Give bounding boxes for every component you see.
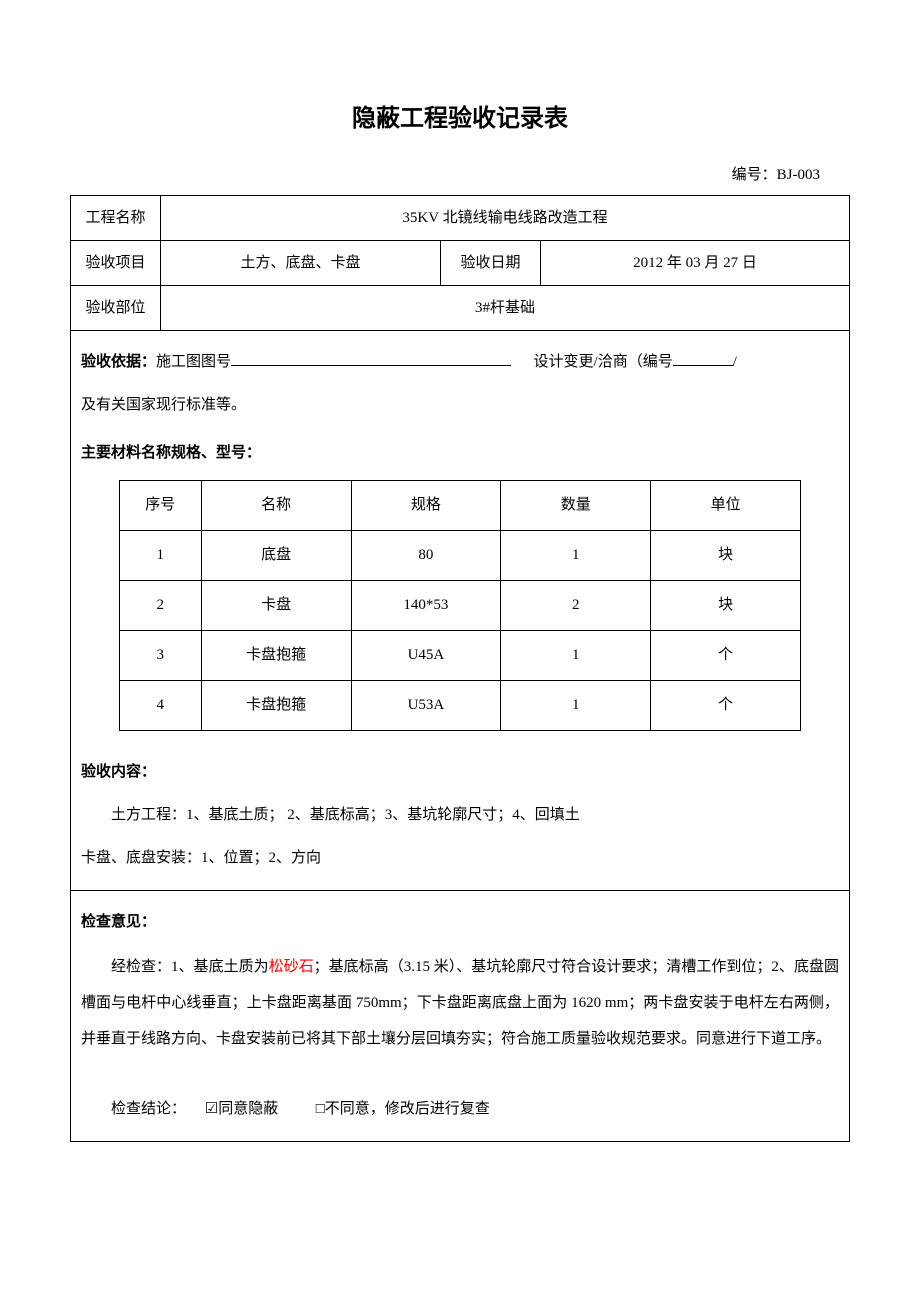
document-number-row: 编号：BJ-003 [70,163,850,187]
cell-seq: 2 [119,581,201,631]
col-seq: 序号 [119,481,201,531]
cell-seq: 1 [119,531,201,581]
col-unit: 单位 [651,481,801,531]
row-opinion: 检查意见： 经检查：1、基底土质为松砂石；基底标高（3.15 米）、基坑轮廓尺寸… [71,891,850,1142]
materials-header-row: 序号 名称 规格 数量 单位 [119,481,800,531]
basis-slash: / [733,354,737,370]
row-inspection-item: 验收项目 土方、底盘、卡盘 验收日期 2012 年 03 月 27 日 [71,241,850,286]
inspection-date-value: 2012 年 03 月 27 日 [541,241,850,286]
checkbox-agree-icon: ☑ [205,1100,218,1117]
main-form-table: 工程名称 35KV 北镜线输电线路改造工程 验收项目 土方、底盘、卡盘 验收日期… [70,195,850,1142]
conclusion-agree-text: 同意隐蔽 [218,1101,278,1117]
opinion-section: 检查意见： 经检查：1、基底土质为松砂石；基底标高（3.15 米）、基坑轮廓尺寸… [71,891,849,1141]
conclusion-label: 检查结论： [111,1101,186,1117]
col-qty: 数量 [501,481,651,531]
cell-unit: 个 [651,631,801,681]
basis-line: 验收依据：施工图图号 设计变更/洽商（编号 / [81,346,839,379]
project-name-value: 35KV 北镜线输电线路改造工程 [161,196,850,241]
table-row: 4 卡盘抱箍 U53A 1 个 [119,681,800,731]
col-spec: 规格 [351,481,501,531]
project-name-label: 工程名称 [71,196,161,241]
row-basis-and-materials: 验收依据：施工图图号 设计变更/洽商（编号 / 及有关国家现行标准等。 主要材料名… [71,331,850,891]
inspection-content-title: 验收内容： [81,756,839,789]
cell-spec: U53A [351,681,501,731]
row-inspection-part: 验收部位 3#杆基础 [71,286,850,331]
cell-spec: 80 [351,531,501,581]
table-row: 2 卡盘 140*53 2 块 [119,581,800,631]
inspection-date-label: 验收日期 [441,241,541,286]
cell-spec: 140*53 [351,581,501,631]
inspection-item-value: 土方、底盘、卡盘 [161,241,441,286]
col-name: 名称 [201,481,351,531]
cell-name: 卡盘 [201,581,351,631]
inspection-part-value: 3#杆基础 [161,286,850,331]
cell-name: 底盘 [201,531,351,581]
inspection-part-label: 验收部位 [71,286,161,331]
cell-name: 卡盘抱箍 [201,631,351,681]
cell-unit: 块 [651,531,801,581]
inspection-content-line2: 卡盘、底盘安装：1、位置；2、方向 [81,842,839,875]
basis-drawing-underline [231,351,511,366]
cell-seq: 4 [119,681,201,731]
conclusion-disagree-text: 不同意，修改后进行复查 [325,1101,490,1117]
materials-title: 主要材料名称规格、型号： [81,437,839,470]
opinion-prefix: 经检查：1、基底土质为 [111,959,269,975]
basis-drawing-label: 施工图图号 [156,354,231,370]
basis-label: 验收依据： [81,354,156,370]
cell-name: 卡盘抱箍 [201,681,351,731]
basis-standards: 及有关国家现行标准等。 [81,389,839,422]
cell-unit: 个 [651,681,801,731]
doc-number-value: BJ-003 [777,167,820,183]
row-project-name: 工程名称 35KV 北镜线输电线路改造工程 [71,196,850,241]
basis-change-label: 设计变更/洽商（编号 [534,354,673,370]
cell-qty: 2 [501,581,651,631]
doc-number-label: 编号： [732,167,777,183]
cell-qty: 1 [501,531,651,581]
basis-change-underline [673,351,733,366]
cell-qty: 1 [501,631,651,681]
materials-table: 序号 名称 规格 数量 单位 1 底盘 80 1 块 2 [119,480,801,731]
cell-seq: 3 [119,631,201,681]
cell-unit: 块 [651,581,801,631]
inspection-content-line1: 土方工程：1、基底土质； 2、基底标高；3、基坑轮廓尺寸；4、回填土 [81,799,839,832]
opinion-title: 检查意见： [81,906,839,939]
document-title: 隐蔽工程验收记录表 [70,100,850,138]
basis-materials-section: 验收依据：施工图图号 设计变更/洽商（编号 / 及有关国家现行标准等。 主要材料名… [71,331,849,890]
cell-qty: 1 [501,681,651,731]
inspection-item-label: 验收项目 [71,241,161,286]
table-row: 3 卡盘抱箍 U45A 1 个 [119,631,800,681]
checkbox-disagree-icon: □ [316,1100,325,1117]
cell-spec: U45A [351,631,501,681]
table-row: 1 底盘 80 1 块 [119,531,800,581]
conclusion-line: 检查结论： ☑同意隐蔽 □不同意，修改后进行复查 [81,1092,839,1126]
opinion-red-text: 松砂石 [269,959,314,975]
opinion-body: 经检查：1、基底土质为松砂石；基底标高（3.15 米）、基坑轮廓尺寸符合设计要求… [81,949,839,1057]
